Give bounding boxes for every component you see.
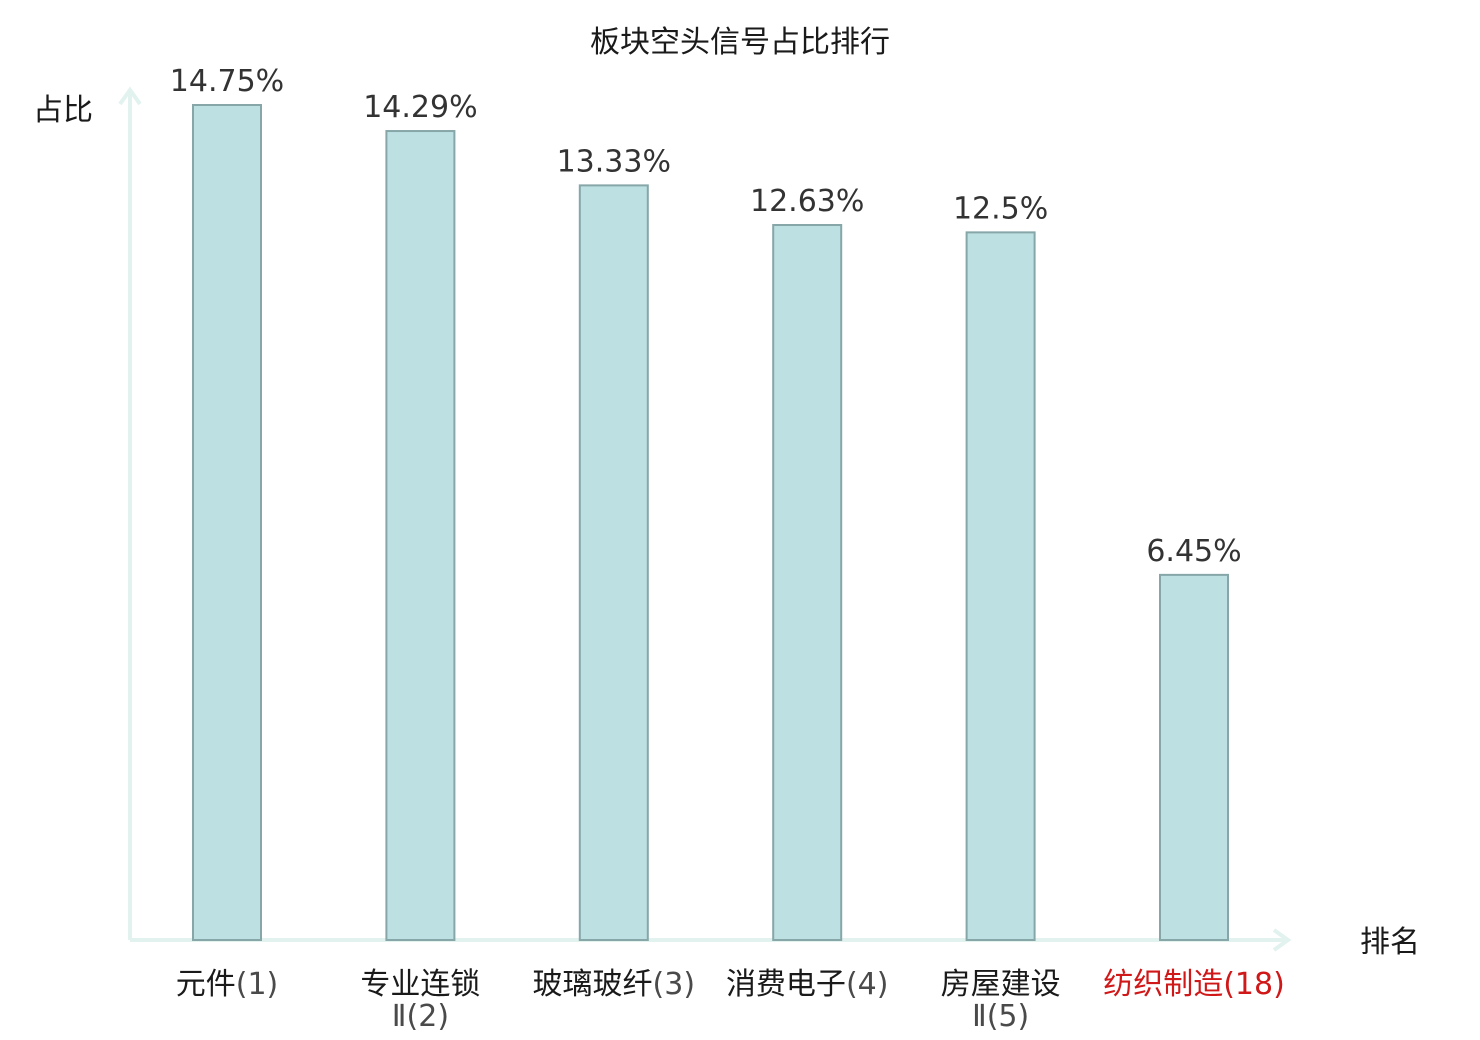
x-axis-label: 排名 bbox=[1360, 925, 1420, 960]
category-label: 专业连锁 bbox=[360, 967, 480, 1002]
bar-value-label: 12.5% bbox=[953, 191, 1048, 226]
bar bbox=[772, 224, 843, 942]
y-axis-label: 占比 bbox=[33, 93, 93, 128]
category-label-line2: Ⅱ(5) bbox=[972, 999, 1029, 1034]
bar-value-label: 14.75% bbox=[170, 64, 284, 99]
bar bbox=[385, 130, 456, 942]
chart-title: 板块空头信号占比排行 bbox=[590, 25, 890, 60]
category-label: 玻璃玻纤(3) bbox=[533, 967, 696, 1002]
category-label: 元件(1) bbox=[176, 967, 279, 1002]
category-label-line2: Ⅱ(2) bbox=[392, 999, 449, 1034]
bars-group bbox=[192, 104, 1229, 942]
bar-value-label: 13.33% bbox=[557, 144, 671, 179]
bar bbox=[192, 104, 262, 941]
bar bbox=[965, 231, 1036, 942]
bar-value-label: 14.29% bbox=[363, 90, 477, 125]
bar-value-label: 12.63% bbox=[750, 184, 864, 219]
category-label: 纺织制造(18) bbox=[1103, 967, 1285, 1002]
category-label: 消费电子(4) bbox=[726, 967, 889, 1002]
value-labels-group: 14.75% 14.29% 13.33% 12.63% 12.5% 6.45% bbox=[170, 64, 1242, 569]
x-axis-arrow bbox=[1272, 928, 1292, 952]
bar-value-label: 6.45% bbox=[1146, 534, 1241, 569]
y-axis-arrow bbox=[118, 86, 142, 106]
bar bbox=[1159, 573, 1229, 941]
bar bbox=[578, 184, 649, 942]
category-label: 房屋建设 bbox=[941, 967, 1061, 1002]
axes bbox=[118, 86, 1292, 952]
